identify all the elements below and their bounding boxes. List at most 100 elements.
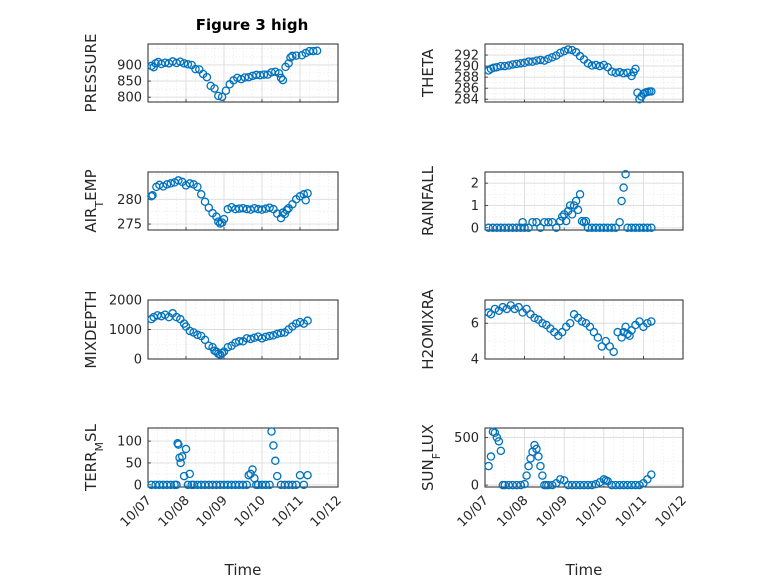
data-point — [617, 196, 626, 206]
data-point — [238, 480, 248, 490]
x-axis-label: Time — [224, 561, 262, 579]
data-point — [309, 46, 318, 56]
data-point — [299, 480, 309, 490]
data-point — [172, 480, 181, 490]
data-point — [303, 316, 312, 325]
y-tick-label: 900 — [117, 58, 142, 73]
data-point — [508, 60, 517, 69]
data-point — [271, 456, 280, 466]
y-tick-label: 50 — [125, 456, 142, 471]
data-point — [271, 67, 280, 76]
data-point — [496, 61, 506, 71]
data-point — [234, 337, 244, 346]
data-point — [601, 336, 611, 346]
data-point — [552, 223, 561, 233]
data-point — [248, 465, 257, 474]
data-point — [504, 61, 514, 70]
data-point — [577, 317, 587, 326]
y-tick-label: 284 — [454, 93, 479, 108]
y-tick-label: 2 — [471, 177, 479, 192]
data-point — [520, 479, 529, 489]
data-point — [597, 342, 607, 351]
y-axis-label: PRESSURE — [82, 34, 100, 113]
data-point — [193, 182, 202, 192]
data-point — [261, 480, 271, 490]
data-point — [615, 480, 624, 490]
data-point — [524, 57, 533, 66]
data-point — [623, 480, 632, 490]
y-tick-label: 290 — [454, 60, 479, 75]
y-axis-label: THETA — [419, 48, 437, 98]
data-point — [259, 70, 269, 79]
data-point — [611, 68, 620, 77]
data-point — [563, 45, 573, 54]
data-point — [563, 480, 573, 490]
data-point — [185, 326, 195, 336]
data-point — [591, 223, 601, 233]
data-point — [166, 480, 176, 490]
data-point — [202, 72, 212, 82]
data-point — [607, 480, 616, 490]
figure-title: Figure 3 high — [196, 16, 309, 34]
data-point — [611, 480, 620, 490]
data-point — [494, 437, 504, 446]
data-point — [524, 461, 533, 471]
data-point — [286, 53, 295, 62]
data-point — [565, 201, 575, 210]
data-point — [557, 327, 567, 337]
data-point — [512, 480, 521, 490]
data-point — [267, 427, 276, 436]
data-point — [490, 304, 500, 314]
subplot-second-left: 275 280 AIRTEMP — [82, 169, 339, 233]
data-point — [544, 54, 553, 64]
data-point — [619, 480, 628, 490]
data-point — [147, 314, 156, 324]
data-point — [179, 59, 189, 68]
data-point — [200, 197, 210, 206]
data-point — [520, 223, 529, 233]
data-point — [193, 330, 202, 340]
data-point — [528, 57, 537, 66]
data-point — [274, 69, 284, 78]
data-point — [508, 223, 517, 233]
data-point — [621, 169, 630, 179]
data-point — [520, 58, 529, 68]
data-point — [579, 480, 589, 490]
axes-frame — [484, 43, 684, 103]
data-point — [276, 328, 286, 338]
data-point — [538, 318, 547, 328]
data-point — [611, 223, 620, 233]
data-point — [623, 223, 632, 233]
data-point — [240, 73, 250, 82]
data-point — [599, 223, 609, 233]
data-point — [288, 480, 297, 490]
data-point — [615, 217, 624, 227]
data-point — [613, 327, 622, 337]
data-point — [486, 310, 496, 319]
data-point — [619, 183, 628, 192]
data-point — [200, 335, 210, 345]
subplot-third-right: 4 6 H2OMIXRA — [419, 289, 684, 370]
data-point — [575, 190, 585, 199]
data-point — [571, 196, 581, 206]
data-point — [595, 223, 605, 233]
data-point — [559, 46, 569, 56]
y-tick-label: 500 — [454, 431, 479, 446]
data-point — [532, 217, 541, 227]
data-point — [276, 73, 286, 83]
data-point — [516, 480, 525, 490]
data-point — [210, 84, 219, 93]
data-point — [510, 304, 519, 314]
data-point — [484, 461, 493, 471]
data-point — [246, 334, 255, 344]
data-point — [303, 189, 312, 198]
x-axis-label: Time — [565, 561, 603, 579]
data-point — [575, 480, 585, 490]
data-point — [265, 331, 274, 341]
data-point — [561, 216, 571, 226]
data-point — [272, 329, 282, 339]
data-point — [619, 69, 628, 78]
data-point — [573, 205, 583, 215]
